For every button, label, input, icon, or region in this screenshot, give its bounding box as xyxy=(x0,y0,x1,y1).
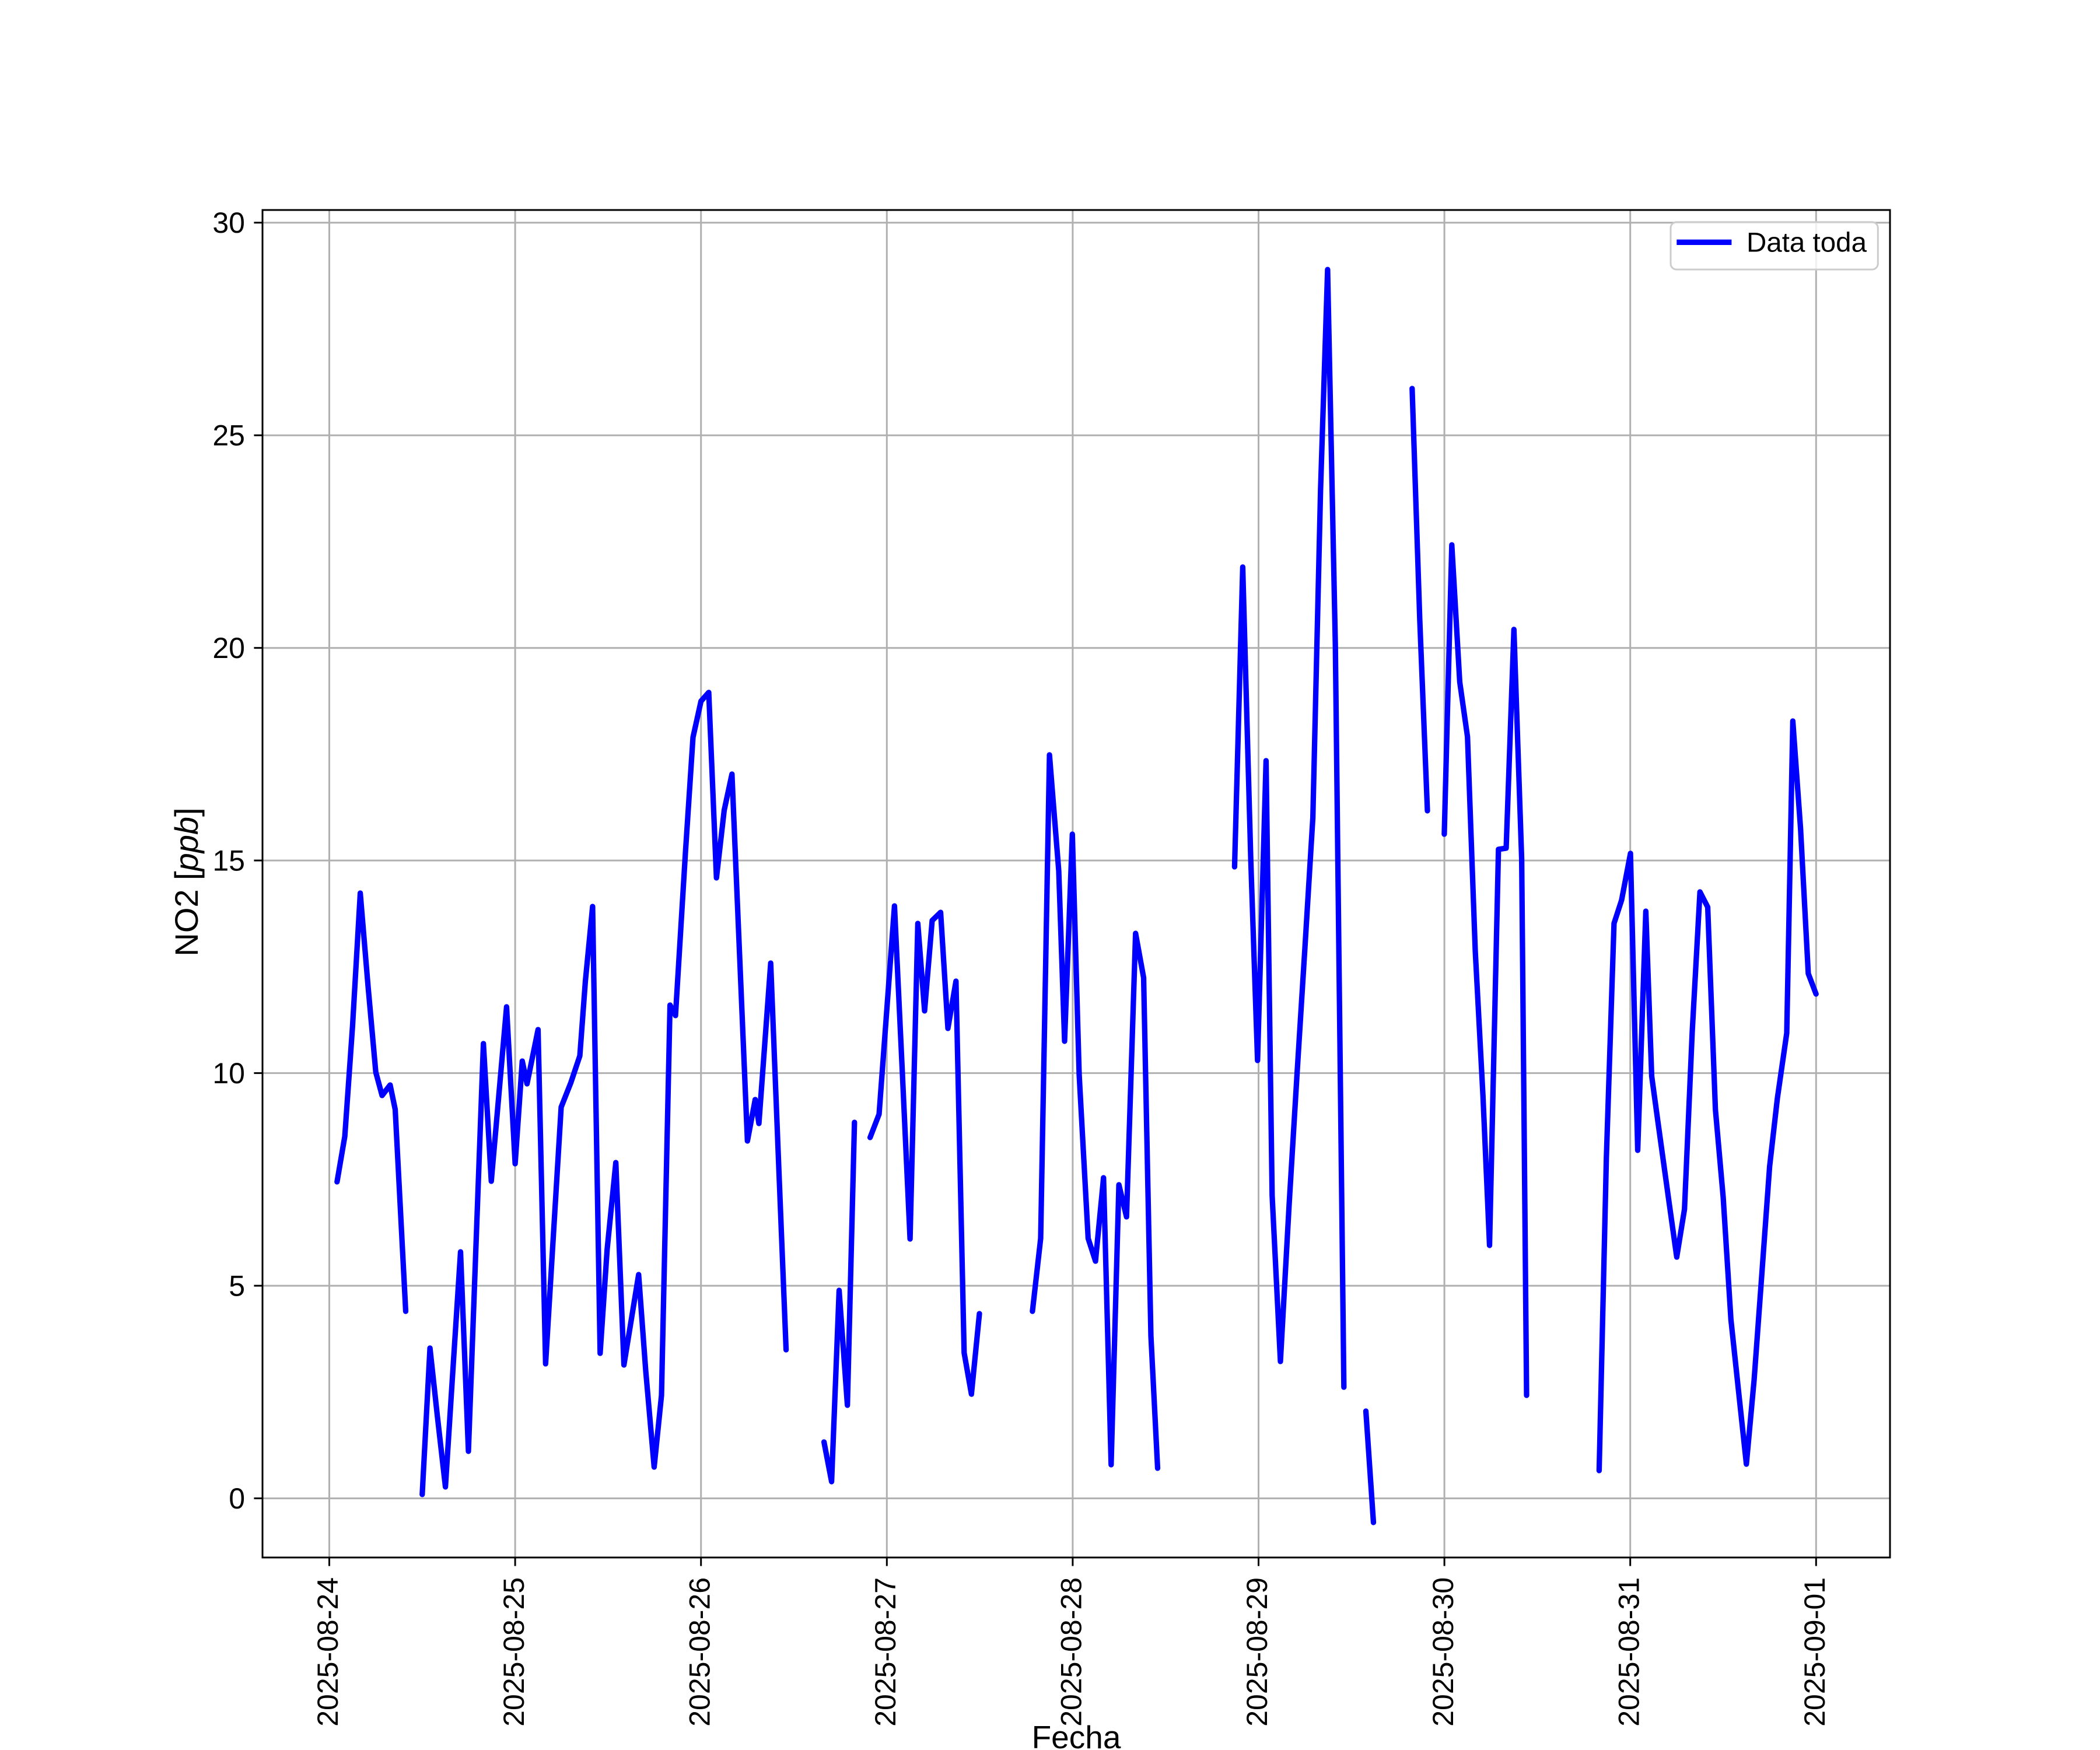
svg-text:15: 15 xyxy=(212,844,245,877)
svg-text:0: 0 xyxy=(229,1482,245,1515)
svg-text:2025-08-25: 2025-08-25 xyxy=(498,1577,530,1727)
svg-text:30: 30 xyxy=(212,206,245,239)
svg-text:NO2 [ppb]: NO2 [ppb] xyxy=(168,807,205,956)
svg-text:2025-08-24: 2025-08-24 xyxy=(312,1577,344,1727)
svg-text:2025-08-26: 2025-08-26 xyxy=(683,1577,716,1727)
svg-text:2025-08-30: 2025-08-30 xyxy=(1427,1577,1460,1727)
svg-text:5: 5 xyxy=(229,1269,245,1302)
svg-text:2025-08-27: 2025-08-27 xyxy=(869,1577,902,1727)
svg-text:25: 25 xyxy=(212,419,245,452)
svg-text:10: 10 xyxy=(212,1057,245,1090)
svg-text:2025-08-28: 2025-08-28 xyxy=(1055,1577,1088,1727)
svg-text:Fecha: Fecha xyxy=(1032,1719,1121,1750)
svg-text:20: 20 xyxy=(212,632,245,664)
svg-text:2025-08-31: 2025-08-31 xyxy=(1612,1577,1645,1727)
svg-text:2025-08-29: 2025-08-29 xyxy=(1241,1577,1273,1727)
svg-text:2025-09-01: 2025-09-01 xyxy=(1798,1577,1831,1727)
svg-text:Data toda: Data toda xyxy=(1746,228,1867,258)
